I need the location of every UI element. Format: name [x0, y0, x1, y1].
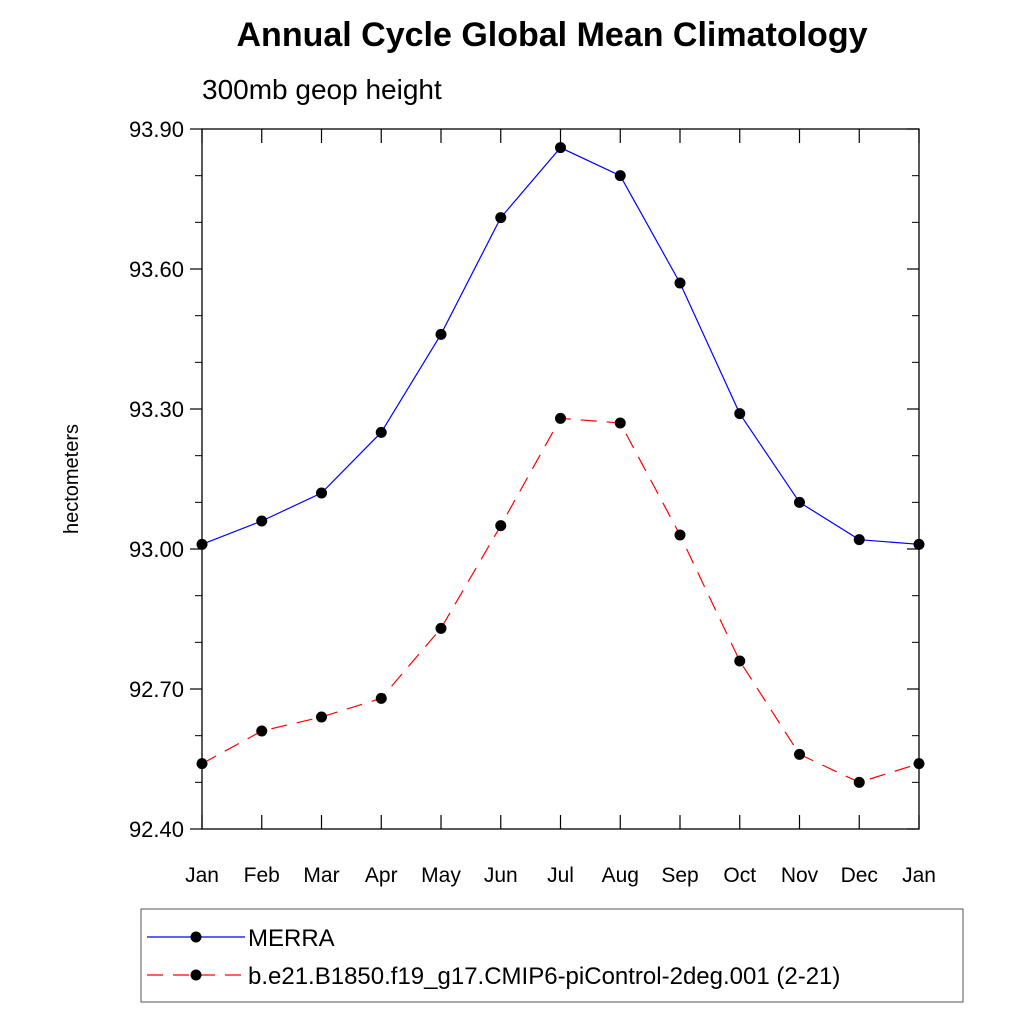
series-2-point: [555, 412, 566, 424]
y-tick-labels: 93.90 93.60 93.30 93.00 92.70 92.40: [129, 117, 184, 842]
y-tick-label: 93.60: [129, 257, 184, 282]
y-tick-label: 92.40: [129, 817, 184, 842]
series-2-point: [435, 622, 447, 634]
series-2-point: [853, 776, 865, 788]
series-1-point: [614, 170, 626, 182]
series-1-point: [555, 142, 566, 154]
series-2-point: [316, 711, 327, 723]
series-1-point: [256, 515, 268, 527]
legend-marker-1: [190, 931, 202, 943]
x-tick-label: Sep: [661, 864, 698, 887]
legend: MERRA b.e21.B1850.f19_g17.CMIP6-piControl…: [147, 925, 840, 990]
x-tick-label: Jul: [547, 864, 574, 887]
y-tick-label: 93.90: [129, 117, 184, 142]
y-tick-label: 93.00: [129, 537, 184, 562]
series-line-2: [201, 417, 920, 783]
x-tick-label: Dec: [841, 864, 878, 887]
x-tick-label: Apr: [365, 864, 398, 887]
series-2-point: [375, 692, 387, 704]
legend-label-1: MERRA: [248, 925, 335, 952]
chart-subtitle: 300mb geop height: [202, 74, 442, 105]
series-2-point: [913, 758, 925, 770]
x-tick-labels: Jan Feb Mar Apr May Jun Jul Aug Sep Oct Nov Dec Jan: [185, 864, 936, 887]
x-tick-label: Mar: [303, 864, 339, 887]
series-1-point: [495, 212, 507, 224]
x-tick-label: Nov: [781, 864, 819, 887]
series-1-point: [674, 277, 686, 289]
series-2-point: [256, 725, 268, 737]
series-2-point: [794, 748, 805, 760]
series-1-point: [853, 534, 865, 546]
series-1-point: [435, 328, 447, 340]
x-tick-label: May: [421, 864, 461, 887]
plot-frame: [201, 128, 920, 830]
axis-ticks: [190, 128, 920, 830]
series-2-point: [196, 758, 208, 770]
series-1-point: [794, 496, 805, 508]
series-1-point: [913, 538, 925, 550]
series-2-point: [495, 520, 507, 532]
x-tick-label: Jun: [484, 864, 518, 887]
series-2-point: [674, 529, 686, 541]
series-1-point: [196, 538, 208, 550]
legend-label-2: b.e21.B1850.f19_g17.CMIP6-piControl-2deg…: [248, 963, 840, 990]
y-tick-label: 92.70: [129, 677, 184, 702]
x-tick-label: Oct: [723, 864, 756, 887]
y-axis-label: hectometers: [61, 424, 83, 534]
series-2-point: [614, 417, 626, 429]
x-tick-label: Aug: [602, 864, 639, 887]
series-2-point: [734, 655, 746, 667]
series-line-1: [201, 146, 920, 545]
legend-marker-2: [190, 969, 202, 981]
series-layer: [196, 142, 925, 788]
x-tick-label: Jan: [185, 864, 219, 887]
series-1-point: [734, 408, 746, 420]
x-tick-label: Feb: [244, 864, 280, 887]
y-tick-label: 93.30: [129, 397, 184, 422]
legend-box: [140, 908, 964, 1003]
series-1-point: [375, 426, 387, 438]
series-1-point: [316, 487, 327, 499]
chart-title: Annual Cycle Global Mean Climatology: [237, 16, 868, 54]
x-tick-label: Jan: [902, 864, 936, 887]
